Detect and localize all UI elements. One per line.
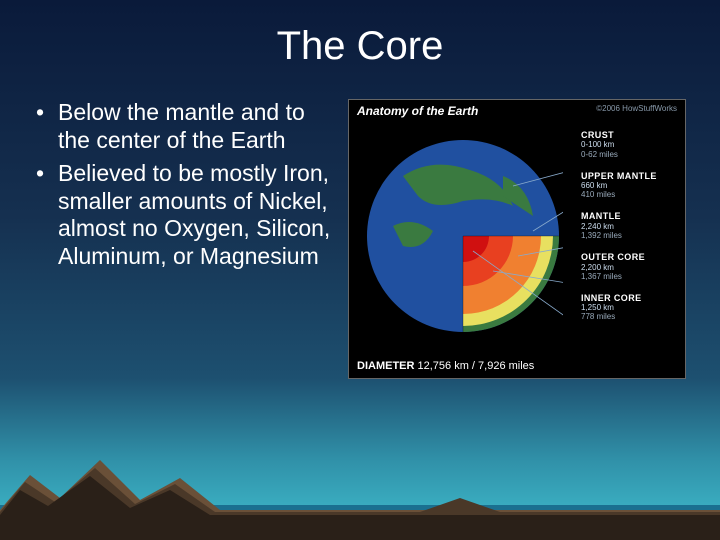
figure-heading: Anatomy of the Earth xyxy=(357,104,478,118)
list-item: Believed to be mostly Iron, smaller amou… xyxy=(34,160,334,270)
slide: The Core Below the mantle and to the cen… xyxy=(0,0,720,540)
layer-depth-km: 0-100 km xyxy=(581,140,677,149)
layer-depth-mi: 1,367 miles xyxy=(581,272,677,281)
content-row: Below the mantle and to the center of th… xyxy=(0,69,720,379)
layer-name: CRUST xyxy=(581,130,677,140)
mountains-icon xyxy=(0,420,720,540)
layer-labels: CRUST 0-100 km 0-62 miles UPPER MANTLE 6… xyxy=(581,130,677,334)
layer-depth-km: 1,250 km xyxy=(581,303,677,312)
earth-cutaway-icon xyxy=(363,136,563,336)
layer-name: OUTER CORE xyxy=(581,252,677,262)
bullet-list: Below the mantle and to the center of th… xyxy=(34,99,334,379)
figure-credit: ©2006 HowStuffWorks xyxy=(596,104,677,113)
earth-anatomy-figure: Anatomy of the Earth ©2006 HowStuffWorks xyxy=(348,99,686,379)
layer-depth-km: 2,240 km xyxy=(581,222,677,231)
layer-depth-mi: 1,392 miles xyxy=(581,231,677,240)
layer-label-crust: CRUST 0-100 km 0-62 miles xyxy=(581,130,677,159)
layer-label-outer-core: OUTER CORE 2,200 km 1,367 miles xyxy=(581,252,677,281)
layer-name: INNER CORE xyxy=(581,293,677,303)
layer-name: MANTLE xyxy=(581,211,677,221)
layer-depth-mi: 778 miles xyxy=(581,312,677,321)
page-title: The Core xyxy=(0,0,720,69)
layer-depth-mi: 0-62 miles xyxy=(581,150,677,159)
diameter-label: DIAMETER xyxy=(357,360,414,372)
layer-depth-mi: 410 miles xyxy=(581,190,677,199)
diameter-caption: DIAMETER 12,756 km / 7,926 miles xyxy=(357,360,534,372)
layer-label-inner-core: INNER CORE 1,250 km 778 miles xyxy=(581,293,677,322)
layer-depth-km: 2,200 km xyxy=(581,263,677,272)
layer-label-mantle: MANTLE 2,240 km 1,392 miles xyxy=(581,211,677,240)
layer-name: UPPER MANTLE xyxy=(581,171,677,181)
layer-label-upper-mantle: UPPER MANTLE 660 km 410 miles xyxy=(581,171,677,200)
diameter-value: 12,756 km / 7,926 miles xyxy=(418,360,535,372)
layer-depth-km: 660 km xyxy=(581,181,677,190)
list-item: Below the mantle and to the center of th… xyxy=(34,99,334,154)
